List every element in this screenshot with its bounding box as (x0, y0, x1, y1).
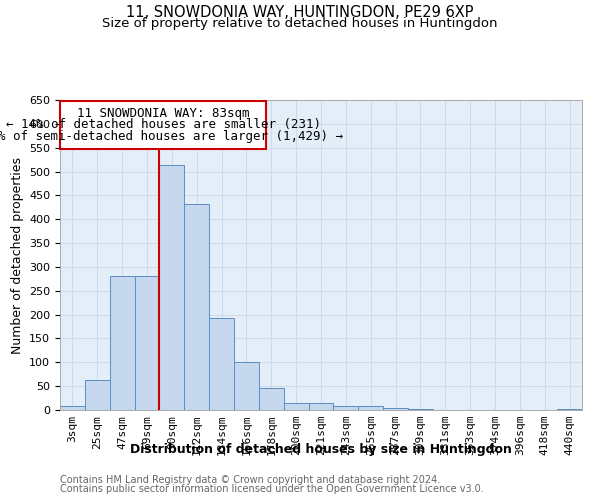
FancyBboxPatch shape (61, 101, 266, 148)
Bar (334, 406, 358, 410)
Bar (160, 166, 184, 410)
Text: Size of property relative to detached houses in Huntingdon: Size of property relative to detached ho… (102, 18, 498, 30)
Bar (134, 276, 160, 410)
Bar (557, 409, 582, 410)
Text: 11, SNOWDONIA WAY, HUNTINGDON, PE29 6XP: 11, SNOWDONIA WAY, HUNTINGDON, PE29 6XP (126, 5, 474, 20)
Y-axis label: Number of detached properties: Number of detached properties (11, 156, 23, 354)
Text: Contains public sector information licensed under the Open Government Licence v3: Contains public sector information licen… (60, 484, 484, 494)
Bar (358, 406, 383, 410)
Bar (85, 380, 110, 410)
Text: ← 14% of detached houses are smaller (231): ← 14% of detached houses are smaller (23… (6, 118, 321, 131)
Bar (308, 404, 334, 410)
Text: 11 SNOWDONIA WAY: 83sqm: 11 SNOWDONIA WAY: 83sqm (77, 106, 250, 120)
Bar (259, 388, 284, 410)
Bar (110, 276, 134, 410)
Bar (284, 403, 308, 410)
Text: 85% of semi-detached houses are larger (1,429) →: 85% of semi-detached houses are larger (… (0, 130, 343, 142)
Bar (209, 318, 234, 410)
Bar (184, 204, 209, 410)
Text: Contains HM Land Registry data © Crown copyright and database right 2024.: Contains HM Land Registry data © Crown c… (60, 475, 440, 485)
Text: Distribution of detached houses by size in Huntingdon: Distribution of detached houses by size … (130, 442, 512, 456)
Bar (383, 408, 408, 410)
Bar (408, 408, 433, 410)
Bar (234, 362, 259, 410)
Bar (60, 406, 85, 410)
